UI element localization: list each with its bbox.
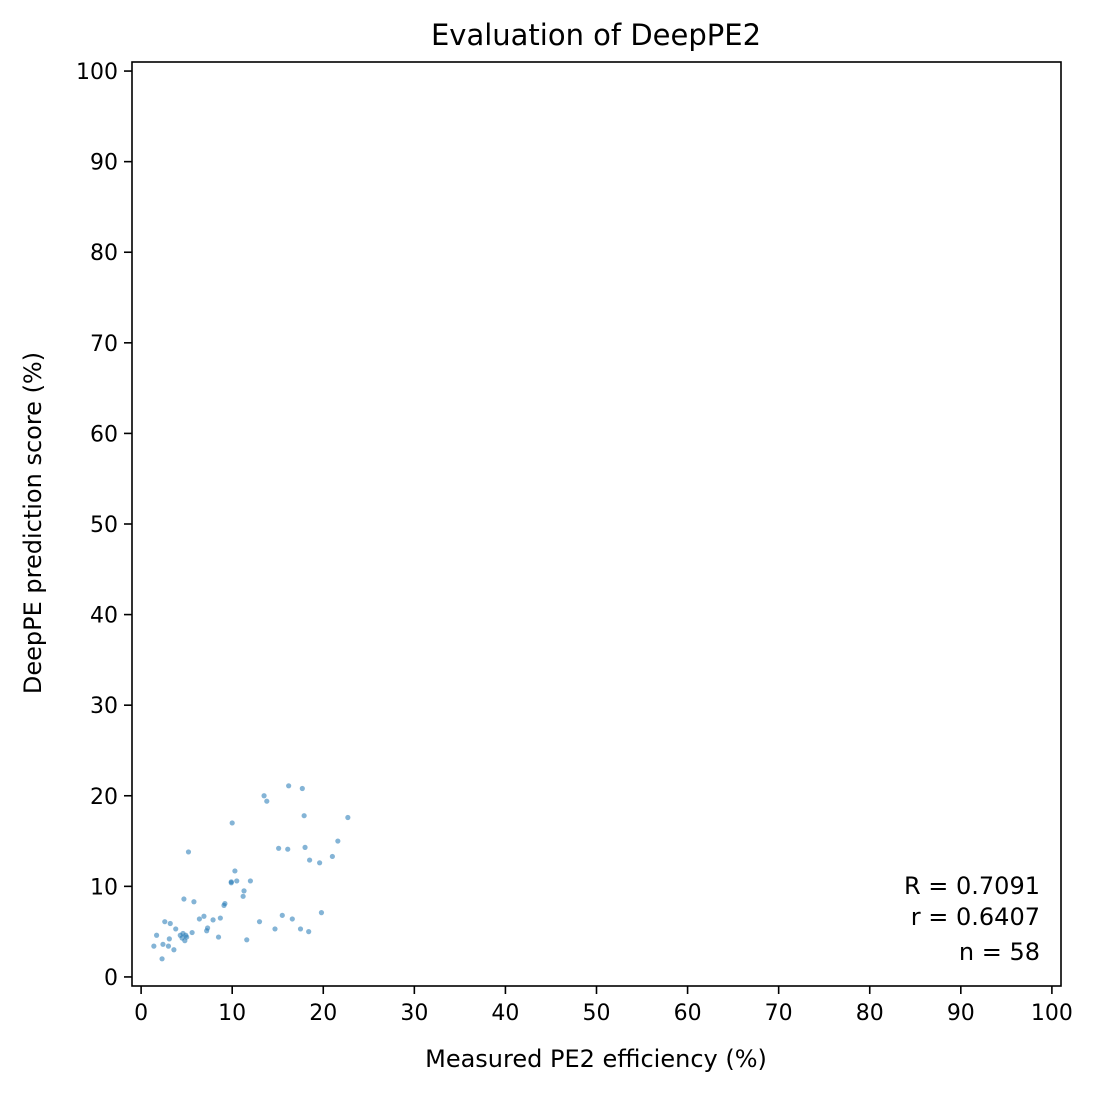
- data-point: [173, 926, 179, 932]
- x-tick-label: 50: [583, 1001, 611, 1026]
- data-point: [286, 783, 292, 789]
- y-axis-label: DeepPE prediction score (%): [19, 352, 47, 694]
- data-point: [272, 926, 278, 932]
- x-tick-label: 0: [134, 1001, 148, 1026]
- data-point: [229, 820, 235, 826]
- y-tick-label: 80: [90, 241, 118, 266]
- data-point: [244, 937, 250, 943]
- x-tick-label: 70: [765, 1001, 793, 1026]
- data-point: [302, 844, 308, 851]
- data-point: [256, 919, 263, 925]
- y-tick-label: 0: [104, 966, 118, 991]
- y-tick-label: 20: [90, 785, 118, 810]
- data-point: [301, 813, 307, 819]
- x-tick-label: 60: [674, 1001, 702, 1026]
- data-point: [185, 849, 192, 855]
- data-point: [241, 888, 247, 894]
- x-tick-label: 10: [218, 1001, 246, 1026]
- y-tick-label: 100: [76, 60, 118, 85]
- data-point: [306, 929, 312, 935]
- data-point: [318, 910, 325, 916]
- data-point: [285, 846, 291, 852]
- data-point: [289, 916, 295, 922]
- data-point: [166, 936, 172, 942]
- data-point: [167, 920, 173, 927]
- x-tick-label: 100: [1031, 1001, 1073, 1026]
- data-point: [159, 956, 165, 962]
- data-point: [299, 785, 305, 792]
- plot-frame: [131, 61, 1062, 987]
- data-point: [153, 932, 160, 938]
- data-point: [165, 943, 172, 949]
- x-axis-label: Measured PE2 efficiency (%): [425, 1045, 767, 1073]
- data-point: [196, 916, 202, 922]
- axis-ticks: 0 10 20 30 40 50 60 70 80 90 100 0 10 20 30 40 50 60 70 80 9…: [76, 60, 1073, 1026]
- data-point: [217, 915, 223, 921]
- data-point: [222, 900, 228, 907]
- data-points: [151, 783, 351, 962]
- data-point: [232, 868, 238, 874]
- data-point: [276, 845, 282, 851]
- data-point: [345, 814, 351, 821]
- y-tick-label: 90: [90, 151, 118, 176]
- data-point: [261, 793, 267, 799]
- chart-title: Evaluation of DeepPE2: [431, 18, 761, 52]
- data-point: [181, 896, 187, 902]
- y-tick-label: 30: [90, 694, 118, 719]
- data-point: [307, 857, 313, 863]
- x-tick-label: 20: [309, 1001, 337, 1026]
- y-tick-label: 70: [90, 332, 118, 357]
- data-point: [215, 934, 222, 940]
- x-tick-label: 90: [947, 1001, 975, 1026]
- y-tick-label: 60: [90, 422, 118, 447]
- data-point: [264, 798, 270, 804]
- x-tick-label: 30: [400, 1001, 428, 1026]
- data-point: [228, 880, 234, 886]
- data-point: [247, 878, 254, 884]
- data-point: [317, 860, 323, 866]
- data-point: [160, 941, 166, 947]
- stat-spearman-r: r = 0.6407: [911, 903, 1040, 931]
- data-point: [297, 926, 304, 932]
- data-point: [201, 913, 207, 919]
- stat-n: n = 58: [959, 938, 1040, 966]
- data-point: [162, 919, 168, 925]
- x-tick-label: 80: [856, 1001, 884, 1026]
- data-point: [191, 899, 197, 905]
- data-point: [183, 932, 189, 938]
- data-point: [279, 912, 285, 918]
- x-tick-label: 40: [491, 1001, 519, 1026]
- data-point: [151, 943, 157, 949]
- data-point: [234, 878, 240, 884]
- data-point: [189, 929, 195, 936]
- data-point: [240, 893, 246, 899]
- data-point: [171, 947, 177, 953]
- y-tick-label: 10: [90, 875, 118, 900]
- data-point: [204, 925, 211, 931]
- y-tick-label: 50: [90, 513, 118, 538]
- data-point: [329, 853, 335, 860]
- data-point: [210, 917, 216, 923]
- stat-pearson-R: R = 0.7091: [904, 872, 1040, 900]
- y-tick-label: 40: [90, 604, 118, 629]
- data-point: [335, 838, 341, 844]
